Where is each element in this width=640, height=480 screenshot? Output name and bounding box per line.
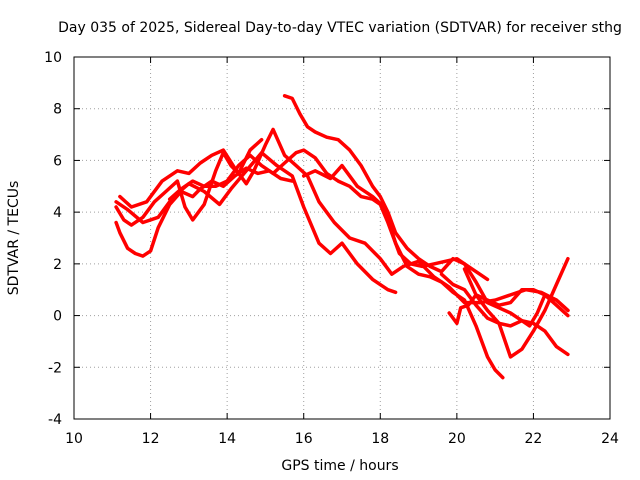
y-tick-label: 6 (53, 153, 62, 169)
y-tick-label: -2 (48, 360, 62, 376)
x-tick-label: 18 (371, 431, 389, 447)
series-line-6 (282, 94, 570, 357)
series-line-7 (301, 163, 505, 380)
x-tick-label: 16 (295, 431, 313, 447)
x-tick-label: 10 (65, 431, 83, 447)
chart-title: Day 035 of 2025, Sidereal Day-to-day VTE… (58, 20, 622, 36)
y-tick-label: 2 (53, 257, 62, 273)
x-tick-label: 22 (525, 431, 543, 447)
series-line-10 (439, 272, 570, 328)
data-series (114, 94, 570, 380)
y-tick-label: 8 (53, 102, 62, 118)
x-tick-label: 24 (601, 431, 619, 447)
x-tick-label: 12 (142, 431, 160, 447)
x-axis-label: GPS time / hours (281, 458, 398, 474)
y-tick-label: 4 (53, 205, 62, 221)
series-line-2 (114, 166, 294, 258)
plot-frame (73, 56, 611, 420)
x-tick-label: 20 (448, 431, 466, 447)
y-tick-label: -4 (48, 412, 62, 428)
series-line-4 (118, 127, 570, 313)
y-axis-ticks: -4 -2 0 2 4 6 8 10 (44, 50, 610, 428)
y-axis-label: SDTVAR / TECUs (6, 181, 22, 296)
x-tick-label: 14 (218, 431, 236, 447)
y-tick-label: 0 (53, 309, 62, 325)
grid-lines (74, 57, 610, 419)
y-tick-label: 10 (44, 50, 62, 66)
x-axis-ticks: 10 12 14 16 18 20 22 24 (65, 57, 619, 447)
